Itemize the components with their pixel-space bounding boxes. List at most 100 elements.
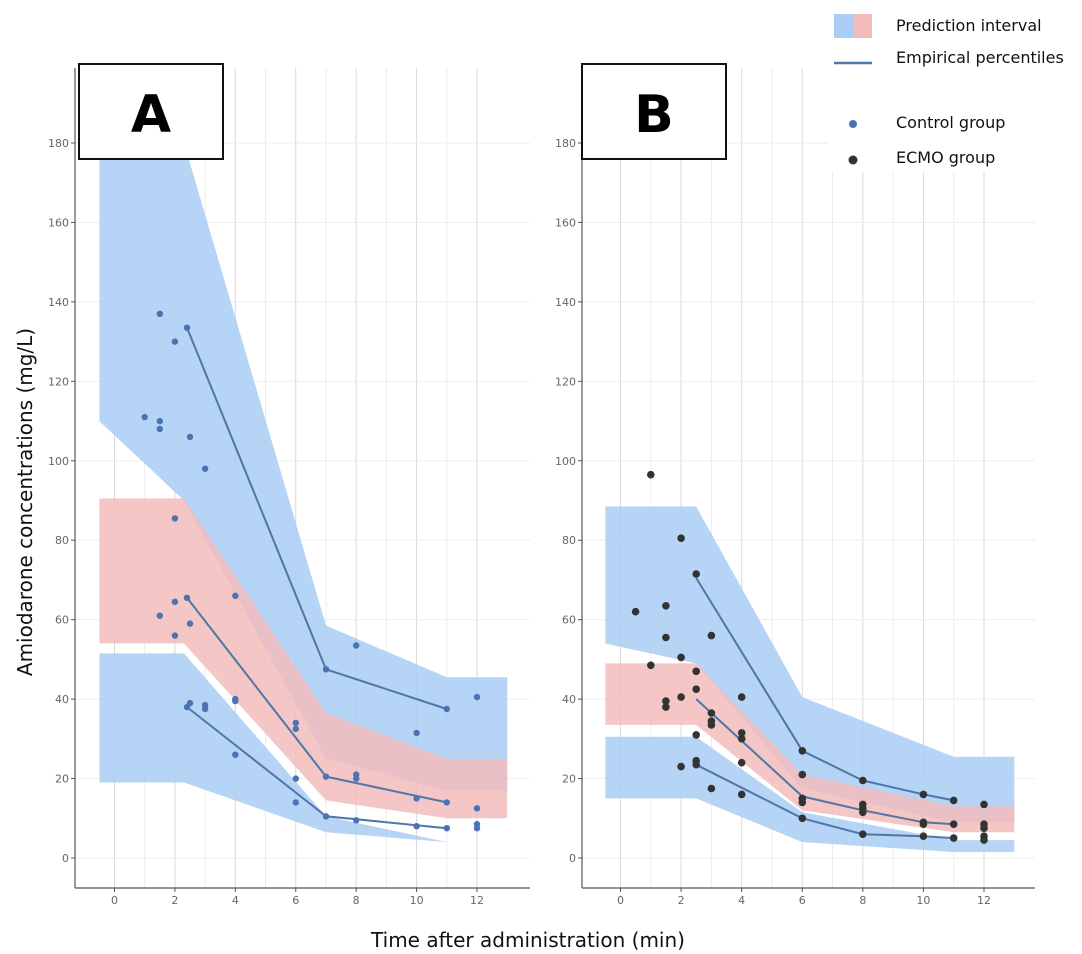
panel-a-control-data-point xyxy=(232,751,239,758)
panel-b-ecmo-data-point xyxy=(662,697,670,705)
panel-a-control-data-point xyxy=(183,324,191,331)
panel-b-y-tick-label: 0 xyxy=(569,852,576,865)
panel-a-y-tick-label: 160 xyxy=(48,216,69,229)
panel-a-y-tick-label: 0 xyxy=(62,852,69,865)
panel-b-x-tick-label: 6 xyxy=(799,894,806,907)
panel-a-upper-prediction-band xyxy=(99,143,508,791)
legend-control-group-label: Control group xyxy=(896,113,1005,132)
panel-a-y-tick-label: 180 xyxy=(48,137,69,150)
panel-a-control-data-point xyxy=(156,425,163,433)
panel-b-upper-prediction-band xyxy=(605,506,1015,823)
panel-a-control-data-point xyxy=(353,642,360,649)
panel-a-control-data-point xyxy=(322,773,330,780)
panel-a-control-data-point xyxy=(183,594,191,601)
panel-a-control-data-point xyxy=(171,515,179,522)
panel-b-ecmo-data-point xyxy=(980,824,988,832)
panel-a-control-data-point xyxy=(156,310,163,317)
panel-a-middle-prediction-band xyxy=(99,498,508,819)
panel-b-ecmo-data-point xyxy=(692,570,700,578)
legend-ecmo-group-marker xyxy=(848,155,858,165)
panel-b-ecmo-data-point xyxy=(707,721,716,729)
panel-b-y-tick-label: 20 xyxy=(562,773,576,786)
panel-b-ecmo-data-point xyxy=(662,703,670,711)
panel-a-y-tick-label: 100 xyxy=(48,455,69,468)
panel-a-control-data-point xyxy=(171,632,179,639)
panel-b-ecmo-data-point xyxy=(692,685,700,693)
legend-prediction-interval-label: Prediction interval xyxy=(896,16,1042,35)
panel-b-ecmo-data-point xyxy=(662,602,670,610)
panel-b-ecmo-data-point xyxy=(919,820,928,828)
panel-a-control-data-point xyxy=(171,338,179,345)
legend-control-group-marker xyxy=(849,120,857,128)
panel-b-plot: 0 20 40 60 80 100 120 140 160 180 0 2 4 6 8 10 12 xyxy=(555,68,1035,907)
panel-b-ecmo-data-point xyxy=(949,834,958,842)
panel-b-letter: B xyxy=(634,85,674,145)
panel-b-y-tick-label: 140 xyxy=(555,296,576,309)
panel-a-plot: 0 20 40 60 80 100 120 140 160 180 0 2 4 6 8 10 12 xyxy=(48,68,530,907)
panel-b-ecmo-data-point xyxy=(677,762,685,771)
panel-a-control-data-point xyxy=(292,775,299,782)
panel-b-y-tick-label: 100 xyxy=(555,455,576,468)
panel-b-ecmo-data-point xyxy=(737,693,746,701)
legend-ecmo-group-label: ECMO group xyxy=(896,148,995,167)
panel-a-control-data-point xyxy=(413,795,420,802)
panel-a-x-tick-label: 6 xyxy=(292,894,299,907)
panel-b-y-tick-label: 180 xyxy=(555,137,576,150)
panel-a-x-tick-label: 12 xyxy=(470,894,484,907)
panel-a-control-data-point xyxy=(322,813,330,820)
panel-a-control-data-point xyxy=(413,729,420,737)
panel-a-control-data-point xyxy=(413,823,420,830)
panel-b-ecmo-data-point xyxy=(737,729,746,737)
panel-b-y-tick-label: 80 xyxy=(562,534,576,547)
panel-a-control-data-point xyxy=(232,592,239,599)
panel-a-control-data-point xyxy=(353,817,360,824)
panel-b-x-tick-label: 4 xyxy=(738,894,745,907)
panel-b-x-tick-label: 2 xyxy=(678,894,685,907)
panel-b-x-tick-label: 8 xyxy=(859,894,866,907)
panel-b-ecmo-data-point xyxy=(798,798,807,807)
panel-b-ecmo-data-point xyxy=(859,830,867,838)
panel-a-x-tick-label: 2 xyxy=(171,894,178,907)
panel-b-lower-prediction-band xyxy=(605,736,1015,852)
legend-empirical-percentiles-label: Empirical percentiles xyxy=(896,48,1064,67)
panel-b-ecmo-data-point xyxy=(737,758,746,767)
panel-a-control-data-point xyxy=(443,799,450,806)
panel-b-ecmo-data-point xyxy=(631,607,640,616)
panel-a-x-tick-label: 0 xyxy=(111,894,118,907)
panel-b-ecmo-data-point xyxy=(737,735,746,743)
panel-b-ecmo-data-point xyxy=(798,814,807,823)
panel-b-ecmo-data-point xyxy=(692,731,700,739)
panel-a-x-tick-label: 8 xyxy=(353,894,360,907)
panel-a-y-tick-label: 40 xyxy=(55,693,69,706)
panel-b-ecmo-data-point xyxy=(647,470,655,479)
panel-a-lower-prediction-band xyxy=(99,653,508,843)
panel-b-ecmo-data-point xyxy=(677,653,685,662)
panel-b-y-tick-label: 160 xyxy=(555,216,576,229)
panel-b-ecmo-data-point xyxy=(677,534,685,542)
panel-a-control-data-point xyxy=(473,805,481,812)
panel-b-ecmo-data-point xyxy=(980,836,988,844)
panel-b-ecmo-data-point xyxy=(798,770,807,779)
panel-b-ecmo-data-point xyxy=(707,784,716,793)
panel-a-y-tick-label: 80 xyxy=(55,534,69,547)
panel-a-y-tick-label: 120 xyxy=(48,375,69,388)
panel-b-ecmo-data-point xyxy=(949,820,958,828)
panel-a-letter: A xyxy=(131,85,171,145)
panel-a-control-data-point xyxy=(186,433,194,441)
panel-a-control-data-point xyxy=(186,620,194,627)
panel-a-x-tick-label: 4 xyxy=(232,894,239,907)
panel-a-control-data-point xyxy=(443,825,450,832)
panel-b-ecmo-data-point xyxy=(919,832,928,840)
panel-a-control-data-point xyxy=(156,417,163,425)
panel-a-x-tick-label: 10 xyxy=(410,894,424,907)
panel-b-ecmo-data-point xyxy=(859,808,867,817)
legend-prediction-interval-swatch xyxy=(834,14,872,38)
panel-a-control-data-point xyxy=(232,697,239,705)
panel-a-control-data-point xyxy=(473,693,481,701)
panel-b-ecmo-data-point xyxy=(798,747,807,755)
panel-b-label-box: B xyxy=(581,63,727,160)
panel-a-control-data-point xyxy=(292,719,299,727)
panel-b-x-tick-label: 0 xyxy=(617,894,624,907)
panel-a-y-tick-label: 20 xyxy=(55,773,69,786)
